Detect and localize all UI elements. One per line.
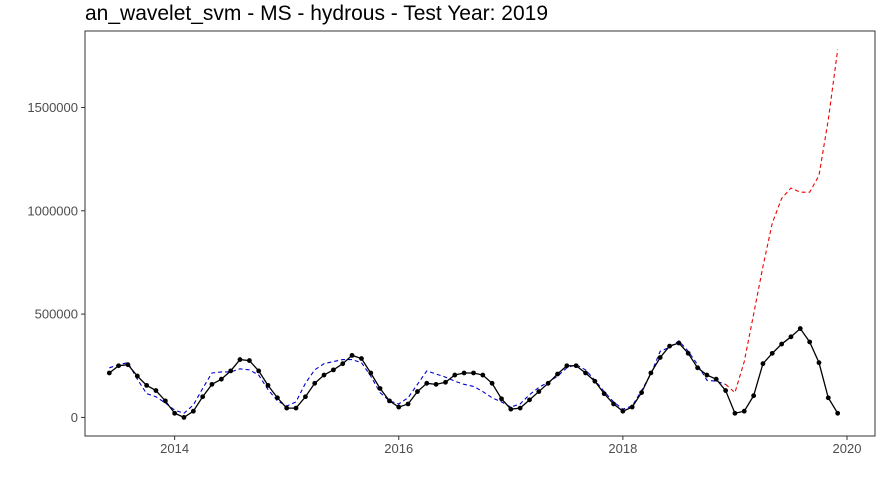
data-point <box>797 326 803 331</box>
data-point <box>228 368 234 374</box>
y-tick-label: 1500000 <box>27 100 78 115</box>
data-point <box>676 340 682 346</box>
data-point <box>368 370 374 376</box>
data-point <box>769 350 775 356</box>
data-point <box>489 380 495 386</box>
data-point <box>387 398 392 404</box>
data-point <box>359 356 364 361</box>
data-point <box>480 372 486 378</box>
data-point <box>517 405 523 411</box>
data-point <box>685 350 691 356</box>
data-point <box>181 415 187 420</box>
data-point <box>695 365 701 371</box>
data-point <box>751 393 757 399</box>
data-point <box>732 410 738 416</box>
data-point <box>218 376 224 382</box>
plot-panel <box>84 30 876 437</box>
data-point <box>452 372 458 378</box>
data-point <box>527 397 532 403</box>
data-point <box>573 363 579 369</box>
data-point <box>265 382 271 388</box>
data-point <box>564 363 570 369</box>
x-tick-label: 2018 <box>608 441 637 456</box>
x-tick-label: 2016 <box>384 441 413 456</box>
data-point <box>246 358 252 363</box>
data-point <box>237 357 243 362</box>
data-point <box>508 406 514 412</box>
data-point <box>499 396 504 402</box>
data-point <box>312 380 318 386</box>
y-axis: 0 500000 1000000 1500000 <box>27 100 85 425</box>
data-point <box>629 404 635 410</box>
data-point <box>713 376 719 382</box>
data-point <box>116 363 122 369</box>
data-point <box>153 388 159 393</box>
data-point <box>293 405 299 411</box>
data-point <box>555 371 560 377</box>
data-point <box>275 395 280 401</box>
data-point <box>349 353 355 358</box>
data-point <box>396 404 402 410</box>
data-point <box>816 360 822 366</box>
x-tick-label: 2020 <box>833 441 862 456</box>
data-point <box>471 370 476 376</box>
data-point <box>134 373 140 379</box>
data-point <box>657 355 663 360</box>
data-point <box>835 410 841 416</box>
data-point <box>704 372 710 378</box>
data-point <box>433 381 439 387</box>
data-point <box>106 370 112 376</box>
data-point <box>611 401 616 407</box>
data-point <box>200 394 206 400</box>
data-point <box>162 398 168 404</box>
data-point <box>190 408 196 414</box>
data-point <box>825 395 831 401</box>
data-point <box>592 378 598 384</box>
data-point <box>125 362 131 368</box>
x-axis: 2014 2016 2018 2020 <box>160 436 861 456</box>
data-point <box>415 389 420 394</box>
data-point <box>321 372 327 378</box>
series-line-dashed-red <box>725 49 839 394</box>
data-point <box>461 370 467 376</box>
data-point <box>443 379 448 385</box>
series-layer <box>106 49 841 420</box>
data-point <box>536 389 542 394</box>
data-point <box>779 341 785 347</box>
data-point <box>405 401 411 407</box>
y-tick-label: 500000 <box>35 307 78 322</box>
data-point <box>340 361 346 367</box>
data-point <box>620 408 626 414</box>
data-point <box>284 405 290 411</box>
data-point <box>601 391 607 397</box>
y-tick-label: 0 <box>71 410 78 425</box>
data-point <box>303 394 308 400</box>
data-point <box>144 382 150 388</box>
data-point <box>256 368 262 374</box>
data-point <box>788 334 794 340</box>
data-point <box>760 361 766 367</box>
data-point <box>807 339 813 345</box>
data-point <box>648 370 654 376</box>
data-point <box>424 380 430 386</box>
data-point <box>209 381 215 387</box>
data-point <box>583 370 588 376</box>
data-point <box>331 367 336 373</box>
data-point <box>667 343 672 349</box>
data-point <box>377 386 383 391</box>
y-tick-label: 1000000 <box>27 203 78 218</box>
data-point <box>741 408 747 414</box>
data-point <box>172 410 178 416</box>
chart-title: an_wavelet_svm - MS - hydrous - Test Yea… <box>85 2 549 25</box>
x-tick-label: 2014 <box>160 441 189 456</box>
data-point <box>723 388 729 393</box>
data-point <box>545 380 551 386</box>
data-point <box>639 390 644 396</box>
